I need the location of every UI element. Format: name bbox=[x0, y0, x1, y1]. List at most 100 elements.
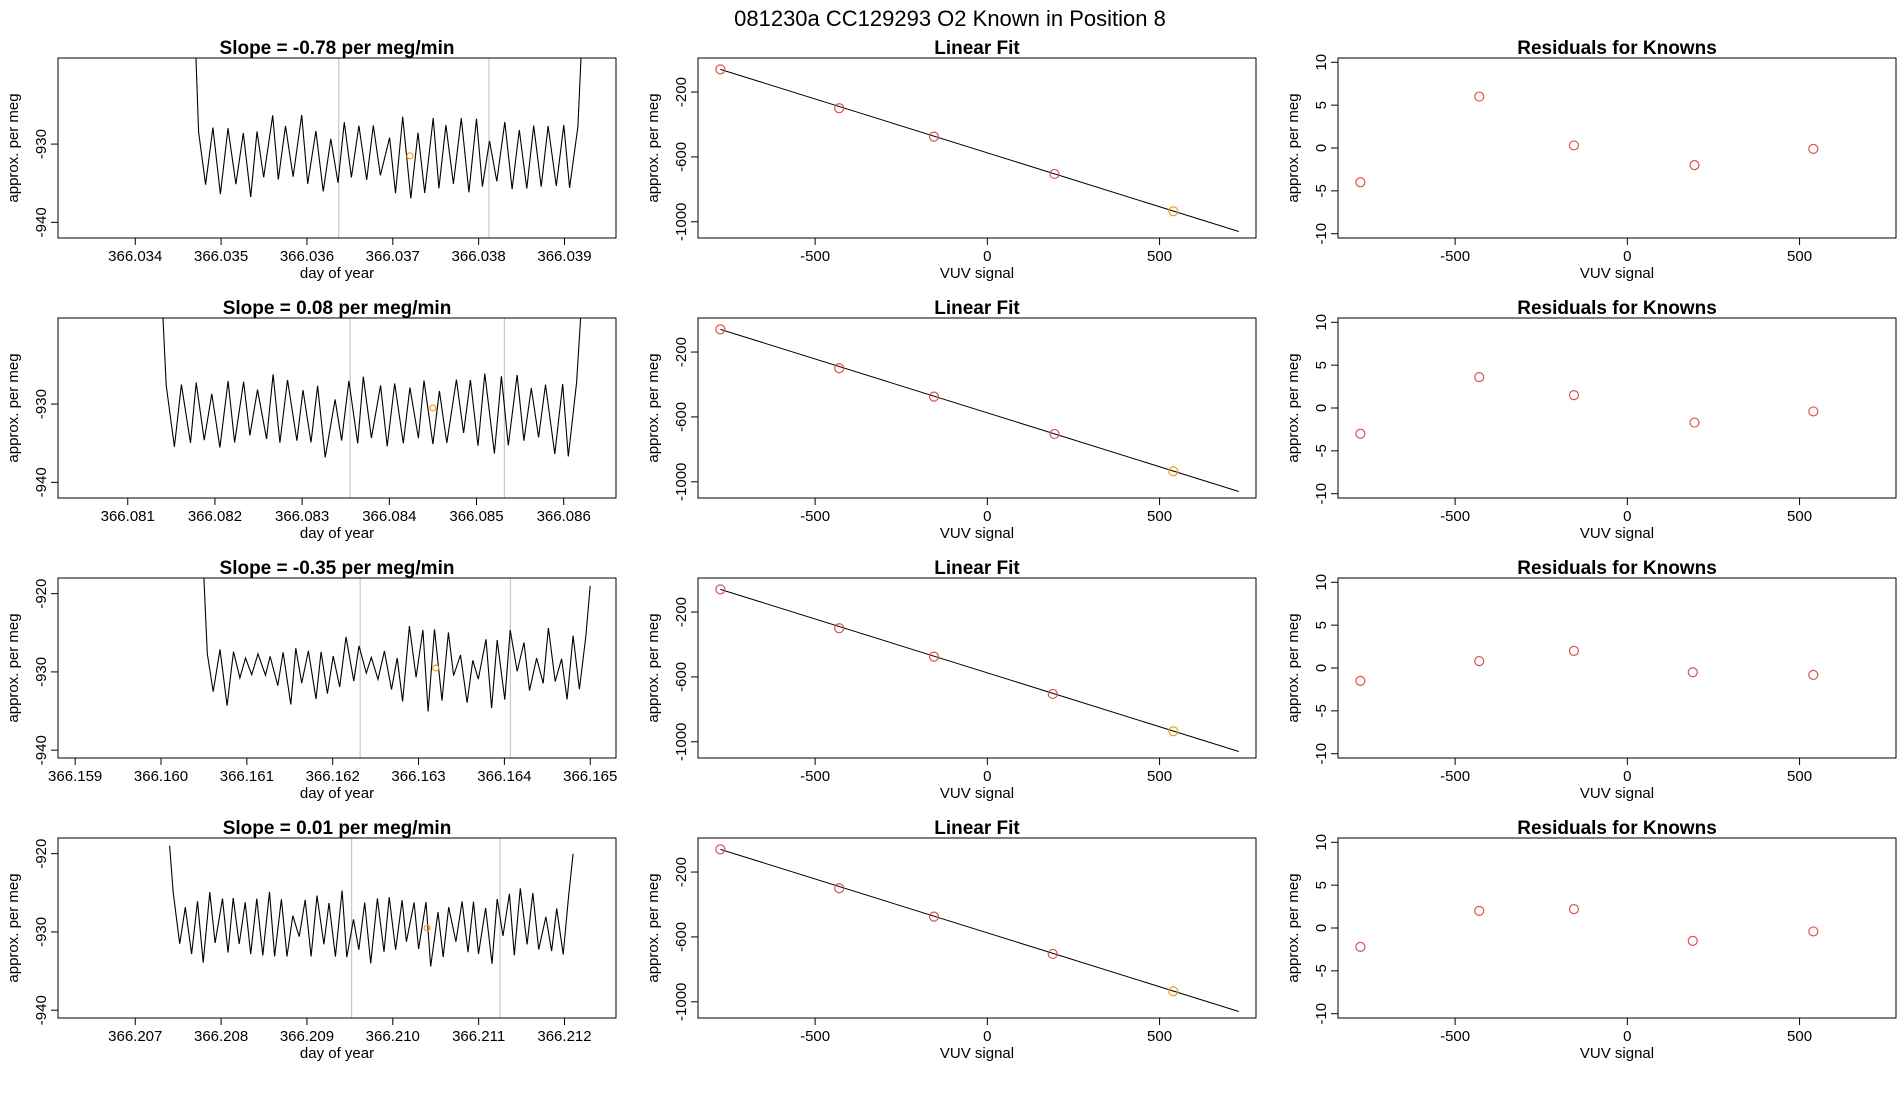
y-tick-label: 5 bbox=[1313, 621, 1330, 629]
data-point bbox=[1474, 656, 1485, 667]
residuals-4-title: Residuals for Knowns bbox=[1517, 818, 1717, 839]
data-point-marker bbox=[432, 664, 440, 672]
y-axis-label: approx. per meg bbox=[1285, 873, 1302, 982]
y-tick-label: 5 bbox=[1313, 101, 1330, 109]
figure-title: 081230a CC129293 O2 Known in Position 8 bbox=[734, 6, 1166, 31]
y-tick-label: -200 bbox=[673, 337, 690, 367]
linear-fit-3-plot-area bbox=[715, 584, 1239, 752]
data-point bbox=[1689, 417, 1700, 428]
y-axis-label: approx. per meg bbox=[645, 353, 662, 462]
y-tick-label: -200 bbox=[673, 857, 690, 887]
data-point bbox=[1568, 140, 1580, 151]
data-point bbox=[928, 391, 940, 402]
x-tick-label: 366.035 bbox=[194, 248, 248, 265]
time-series-2-frame bbox=[57, 317, 617, 499]
data-point bbox=[715, 844, 726, 855]
residuals-2-panel: Residuals for Knowns -500 0 500 10 5 0 -5 -10 VUV… bbox=[1285, 298, 1897, 542]
data-point bbox=[1168, 466, 1179, 477]
fit-line bbox=[720, 588, 1239, 752]
x-axis-label: VUV signal bbox=[1580, 265, 1654, 282]
time-series-3-frame bbox=[57, 577, 617, 759]
data-point bbox=[1474, 905, 1485, 916]
y-axis-label: approx. per meg bbox=[5, 613, 22, 722]
x-axis-label: VUV signal bbox=[940, 265, 1014, 282]
y-tick-label: 0 bbox=[1313, 924, 1330, 932]
residuals-3-panel: Residuals for Knowns -500 0 500 10 5 0 -5 -10 VUV… bbox=[1285, 558, 1897, 802]
x-tick-label: 366.084 bbox=[362, 508, 416, 525]
y-tick-label: -10 bbox=[1313, 1003, 1330, 1025]
data-point bbox=[715, 324, 726, 335]
x-tick-label: -500 bbox=[800, 1028, 830, 1045]
linear-fit-1-plot-area bbox=[715, 64, 1239, 232]
residuals-4-panel: Residuals for Knowns -500 0 500 10 5 0 -5 -10 VUV… bbox=[1285, 818, 1897, 1062]
y-tick-label: -600 bbox=[673, 662, 690, 692]
x-tick-label: 366.083 bbox=[275, 508, 329, 525]
x-tick-label: -500 bbox=[1440, 508, 1470, 525]
y-tick-label: -5 bbox=[1313, 184, 1330, 197]
data-point bbox=[715, 584, 726, 595]
y-axis-label: approx. per meg bbox=[1285, 353, 1302, 462]
x-tick-label: 0 bbox=[983, 508, 991, 525]
x-tick-label: 366.086 bbox=[537, 508, 591, 525]
x-tick-label: -500 bbox=[800, 508, 830, 525]
y-tick-label: -5 bbox=[1313, 704, 1330, 717]
series-line bbox=[169, 845, 574, 967]
linear-fit-3-frame bbox=[697, 577, 1257, 759]
x-axis-label: day of year bbox=[300, 785, 374, 802]
x-axis-label: day of year bbox=[300, 265, 374, 282]
y-tick-label: -930 bbox=[33, 657, 50, 687]
x-axis-label: day of year bbox=[300, 1045, 374, 1062]
residuals-1-panel: Residuals for Knowns -500 0 500 10 5 0 -5 -10 VUV… bbox=[1285, 38, 1897, 282]
data-point bbox=[1047, 948, 1058, 960]
linear-fit-2-title: Linear Fit bbox=[934, 298, 1020, 319]
y-tick-label: -5 bbox=[1313, 444, 1330, 457]
residuals-4-plot-area bbox=[1355, 904, 1819, 952]
time-series-4-title: Slope = 0.01 per meg/min bbox=[223, 818, 452, 839]
x-tick-label: -500 bbox=[800, 768, 830, 785]
x-tick-label: 0 bbox=[983, 1028, 991, 1045]
residuals-4-frame bbox=[1337, 837, 1897, 1019]
data-point bbox=[1474, 372, 1485, 383]
y-axis-label: approx. per meg bbox=[645, 93, 662, 202]
series-line bbox=[203, 578, 591, 712]
y-axis-label: approx. per meg bbox=[1285, 93, 1302, 202]
time-series-1-frame bbox=[57, 57, 617, 239]
data-point bbox=[1474, 91, 1485, 102]
x-tick-label: 500 bbox=[1787, 248, 1812, 265]
residuals-1-title: Residuals for Knowns bbox=[1517, 38, 1717, 59]
fit-line bbox=[720, 328, 1239, 492]
y-tick-label: 10 bbox=[1313, 314, 1330, 331]
x-tick-label: 500 bbox=[1787, 1028, 1812, 1045]
y-tick-label: -930 bbox=[33, 917, 50, 947]
x-tick-label: 366.164 bbox=[477, 768, 531, 785]
linear-fit-3-panel: Linear Fit -500 0 500 -200 -600 -1000 VUV signa… bbox=[645, 558, 1257, 802]
x-tick-label: 366.208 bbox=[194, 1028, 248, 1045]
residuals-2-frame bbox=[1337, 317, 1897, 499]
linear-fit-1-frame bbox=[697, 57, 1257, 239]
data-point bbox=[1568, 904, 1580, 915]
y-tick-label: -200 bbox=[673, 597, 690, 627]
data-point bbox=[1355, 675, 1366, 686]
data-point bbox=[1808, 669, 1819, 680]
time-series-1-panel: Slope = -0.78 per meg/min 366.034 366.035 3… bbox=[5, 38, 617, 282]
x-tick-label: 366.165 bbox=[563, 768, 617, 785]
data-point bbox=[1808, 926, 1819, 937]
y-tick-label: 0 bbox=[1313, 144, 1330, 152]
data-point bbox=[1808, 143, 1819, 154]
x-tick-label: 366.081 bbox=[101, 508, 155, 525]
fit-line bbox=[720, 848, 1239, 1012]
data-point bbox=[1047, 688, 1058, 700]
y-tick-label: -930 bbox=[33, 129, 50, 159]
x-tick-label: 366.162 bbox=[306, 768, 360, 785]
residuals-1-plot-area bbox=[1355, 91, 1819, 188]
linear-fit-1-panel: Linear Fit -500 0 500 -200 -600 -1000 VUV signa… bbox=[645, 38, 1257, 282]
x-tick-label: 366.210 bbox=[366, 1028, 420, 1045]
x-tick-label: 0 bbox=[1623, 1028, 1631, 1045]
y-tick-label: 5 bbox=[1313, 881, 1330, 889]
series-line bbox=[195, 58, 582, 199]
time-series-4-frame bbox=[57, 837, 617, 1019]
y-tick-label: -10 bbox=[1313, 743, 1330, 765]
linear-fit-2-frame bbox=[697, 317, 1257, 499]
linear-fit-4-title: Linear Fit bbox=[934, 818, 1020, 839]
